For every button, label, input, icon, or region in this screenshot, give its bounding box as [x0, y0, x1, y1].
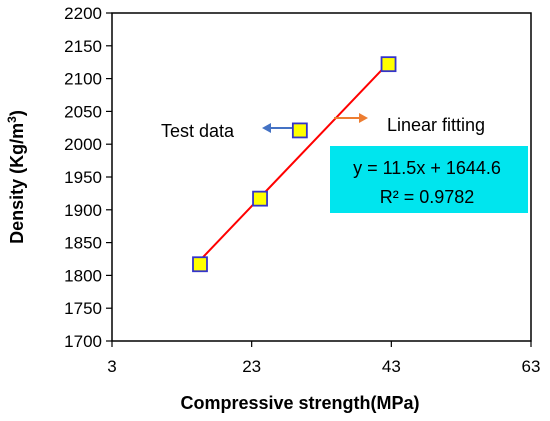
x-tick-label: 43	[382, 357, 401, 376]
data-point	[252, 190, 268, 207]
y-tick-label: 1750	[64, 299, 102, 318]
y-tick-label: 1950	[64, 168, 102, 187]
data-point	[192, 256, 208, 273]
equation-box	[330, 146, 528, 213]
x-tick-label: 23	[242, 357, 261, 376]
x-tick-label: 63	[522, 357, 541, 376]
y-tick-label: 1700	[64, 332, 102, 351]
x-tick-label: 3	[107, 357, 116, 376]
y-tick-label: 1850	[64, 234, 102, 253]
linear-fit-line	[199, 62, 390, 262]
y-axis-ticks: 1700 1750 1800 1850 1900 1950 2000 2050 2100 2150…	[64, 4, 112, 351]
y-tick-label: 2100	[64, 70, 102, 89]
test-data-arrowhead	[262, 123, 271, 133]
linear-fit-arrowhead	[359, 113, 368, 123]
y-tick-label: 1900	[64, 201, 102, 220]
data-point	[380, 56, 397, 73]
x-axis-ticks: 3 23 43 63	[107, 341, 540, 376]
y-tick-label: 2150	[64, 37, 102, 56]
fit-layer	[199, 62, 390, 262]
x-axis-title: Compressive strength(MPa)	[180, 393, 419, 413]
y-tick-label: 1800	[64, 266, 102, 285]
equation-text: y = 11.5x + 1644.6	[353, 158, 501, 178]
linear-fit-label: Linear fitting	[387, 115, 485, 135]
r-squared-text: R² = 0.9782	[380, 187, 475, 207]
y-axis-title-end: )	[7, 110, 27, 116]
y-tick-label: 2050	[64, 102, 102, 121]
y-tick-label: 2200	[64, 4, 102, 23]
data-point	[291, 122, 308, 139]
y-tick-label: 2000	[64, 135, 102, 154]
y-axis-title: Density (Kg/m3)	[5, 110, 27, 244]
y-axis-title-sup: 3	[5, 116, 19, 123]
y-axis-title-main: Density (Kg/m	[7, 123, 27, 244]
test-data-label: Test data	[161, 121, 235, 141]
data-points	[192, 56, 397, 273]
